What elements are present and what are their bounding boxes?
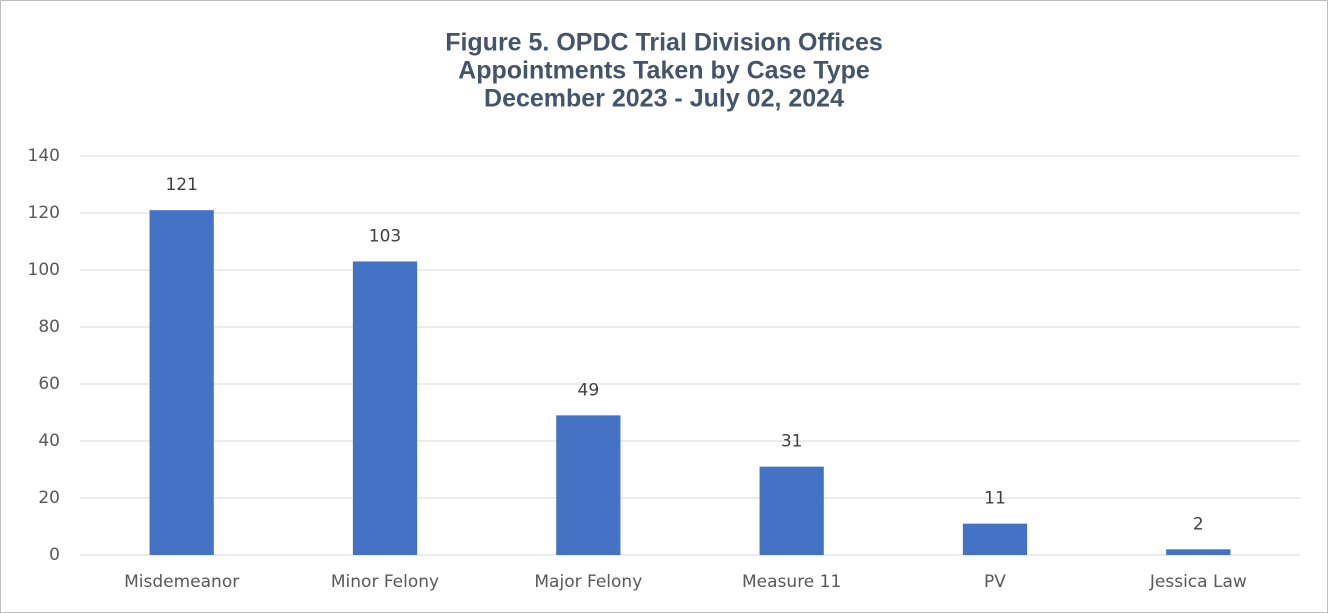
x-tick-label: Minor Felony bbox=[331, 572, 439, 592]
data-label: 11 bbox=[984, 489, 1006, 509]
y-tick-label: 120 bbox=[28, 203, 60, 223]
x-tick-label: Measure 11 bbox=[742, 572, 841, 592]
y-tick-label: 60 bbox=[38, 374, 60, 394]
data-label: 2 bbox=[1193, 514, 1204, 534]
data-label: 31 bbox=[781, 432, 803, 452]
bar bbox=[1166, 549, 1231, 555]
bar bbox=[556, 415, 621, 555]
bar bbox=[149, 210, 214, 555]
chart-title: Figure 5. OPDC Trial Division Offices bbox=[445, 29, 883, 57]
chart-title: December 2023 - July 02, 2024 bbox=[484, 85, 844, 113]
chart-title: Appointments Taken by Case Type bbox=[458, 57, 870, 85]
y-tick-label: 0 bbox=[49, 545, 60, 565]
y-tick-label: 40 bbox=[38, 431, 60, 451]
data-label: 121 bbox=[165, 175, 197, 195]
bar bbox=[962, 523, 1028, 555]
x-tick-label: PV bbox=[984, 572, 1006, 592]
data-label: 103 bbox=[369, 226, 401, 246]
y-tick-label: 80 bbox=[38, 317, 60, 337]
x-tick-label: Major Felony bbox=[534, 572, 642, 592]
data-label: 49 bbox=[578, 380, 600, 400]
x-tick-label: Jessica Law bbox=[1149, 572, 1247, 592]
bar bbox=[759, 466, 824, 555]
y-tick-label: 140 bbox=[28, 146, 60, 166]
x-tick-label: Misdemeanor bbox=[124, 572, 239, 592]
y-tick-label: 100 bbox=[28, 260, 60, 280]
bar bbox=[352, 261, 418, 555]
y-tick-label: 20 bbox=[38, 488, 60, 508]
